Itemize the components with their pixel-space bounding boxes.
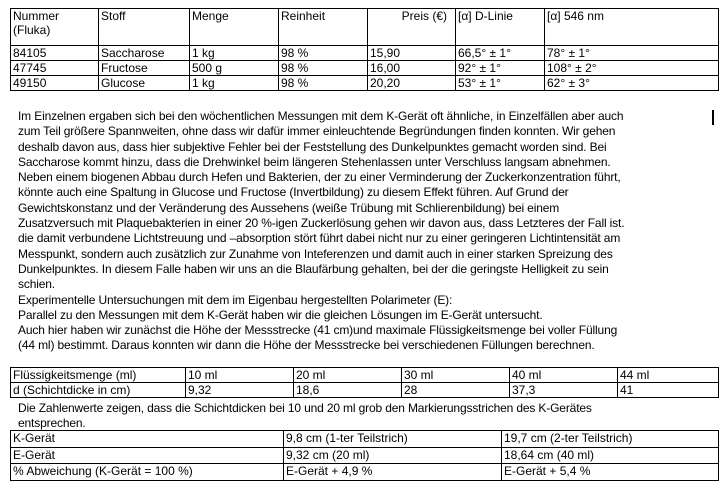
device-comparison-table: K-Gerät 9,8 cm (1-ter Teilstrich) 19,7 cm …: [10, 430, 719, 481]
table-cell: 18,6: [293, 382, 402, 398]
text-line: entsprechen.: [18, 415, 86, 430]
table-header-row: Nummer (Fluka) Stoff Menge Reinheit Prei…: [10, 8, 719, 46]
table-cell: Glucose: [98, 75, 190, 91]
table-row: 47745 Fructose 500 g 98 % 16,00 92° ± 1° 108° …: [10, 60, 719, 76]
sugar-properties-table: Nummer (Fluka) Stoff Menge Reinheit Prei…: [10, 8, 719, 91]
table-cell: 19,7 cm (2-ter Teilstrich): [501, 430, 719, 448]
text-line: Saccharose kommt hinzu, dass die Drehwin…: [18, 154, 611, 169]
table-cell: 10 ml: [185, 367, 294, 383]
table-row: d (Schichtdicke in cm) 9,32 18,6 28 37,3 41: [10, 382, 719, 398]
table-row: 49150 Glucose 1 kg 98 % 20,20 53° ± 1° 62° ± 3…: [10, 75, 719, 91]
layer-thickness-table: Flüssigkeitsmenge (ml) 10 ml 20 ml 30 ml 40 …: [10, 367, 719, 398]
table-row: % Abweichung (K-Gerät = 100 %) E-Gerät + …: [10, 463, 719, 481]
table-cell: Flüssigkeitsmenge (ml): [10, 367, 186, 383]
table-cell: 41: [617, 382, 719, 398]
text-line: Auch hier haben wir zunächst die Höhe de…: [18, 323, 618, 338]
table-cell: 47745: [10, 60, 99, 76]
table-cell: 15,90: [367, 45, 456, 61]
text-line: die damit verbundene Lichtstreuung und –…: [18, 231, 621, 246]
table-cell: 98 %: [278, 75, 368, 91]
text-line: Dunkelpunktes. In diesem Falle haben wir…: [18, 261, 609, 276]
table-cell: 30 ml: [401, 367, 510, 383]
table-cell: d (Schichtdicke in cm): [10, 382, 186, 398]
table-cell: % Abweichung (K-Gerät = 100 %): [10, 463, 284, 481]
header-cell: [α] D-Linie: [455, 8, 545, 46]
text-line: deshalb davon aus, dass hier subjektive …: [18, 139, 607, 154]
table-cell: 53° ± 1°: [455, 75, 545, 91]
table-cell: 9,32 cm (20 ml): [283, 447, 502, 464]
table-cell: 44 ml: [617, 367, 719, 383]
text-line: Messpunkt, sondern auch zusätzlich zur Z…: [18, 246, 613, 261]
table-cell: 1 kg: [189, 75, 279, 91]
table-cell: 37,3: [509, 382, 618, 398]
header-cell: Menge: [189, 8, 279, 46]
text-line: zum Teil größere Spannweiten, ohne dass …: [18, 124, 616, 139]
body-paragraph: Im Einzelnen ergaben sich bei den wöchen…: [18, 109, 625, 354]
table-row: 84105 Saccharose 1 kg 98 % 15,90 66,5° ± 1° 78…: [10, 45, 719, 61]
table-cell: K-Gerät: [10, 430, 284, 448]
table-cell: 500 g: [189, 60, 279, 76]
table-cell: 108° ± 2°: [544, 60, 719, 76]
text-line: Experimentelle Untersuchungen mit dem im…: [18, 292, 453, 307]
header-cell: Nummer (Fluka): [10, 8, 99, 46]
text-line: Im Einzelnen ergaben sich bei den wöchen…: [18, 109, 624, 123]
table-row: E-Gerät 9,32 cm (20 ml) 18,64 cm (40 ml): [10, 447, 719, 464]
header-cell: Stoff: [98, 8, 190, 46]
table-cell: 28: [401, 382, 510, 398]
table-cell: 84105: [10, 45, 99, 61]
table-row: K-Gerät 9,8 cm (1-ter Teilstrich) 19,7 cm …: [10, 430, 719, 448]
text-line: Die Zahlenwerte zeigen, dass die Schicht…: [18, 401, 592, 415]
table-cell: 20,20: [367, 75, 456, 91]
header-cell: Reinheit: [278, 8, 368, 46]
header-cell: [α] 546 nm: [544, 8, 719, 46]
table-cell: 9,32: [185, 382, 294, 398]
text-line: könnte auch eine Spaltung in Glucose und…: [18, 185, 569, 200]
table-cell: E-Gerät + 4,9 %: [283, 463, 502, 481]
header-cell: Preis (€): [367, 8, 456, 46]
table-cell: 98 %: [278, 60, 368, 76]
text-line: Parallel zu den Messungen mit dem K-Gerä…: [18, 307, 543, 322]
table-cell: 62° ± 3°: [544, 75, 719, 91]
table-cell: E-Gerät + 5,4 %: [501, 463, 719, 481]
table-cell: 9,8 cm (1-ter Teilstrich): [283, 430, 502, 448]
text-cursor: [712, 110, 714, 125]
text-line: Zusatzversuch mit Plaquebakterien in ein…: [18, 216, 625, 231]
table-cell: 98 %: [278, 45, 368, 61]
text-line: schien.: [18, 277, 55, 292]
table-cell: 66,5° ± 1°: [455, 45, 545, 61]
table-cell: 78° ± 1°: [544, 45, 719, 61]
table-cell: 18,64 cm (40 ml): [501, 447, 719, 464]
table-cell: Fructose: [98, 60, 190, 76]
table-cell: 40 ml: [509, 367, 618, 383]
table-cell: 16,00: [367, 60, 456, 76]
text-line: (44 ml) bestimmt. Daraus konnten wir dan…: [18, 338, 595, 353]
text-line: Gewichtskonstanz und der Veränderung des…: [18, 200, 560, 215]
table-cell: 1 kg: [189, 45, 279, 61]
table-cell: 49150: [10, 75, 99, 91]
text-line: Neben einem biogenen Abbau durch Hefen u…: [18, 170, 621, 185]
table-cell: 92° ± 1°: [455, 60, 545, 76]
table-cell: E-Gerät: [10, 447, 284, 464]
table-row: Flüssigkeitsmenge (ml) 10 ml 20 ml 30 ml 40 …: [10, 367, 719, 383]
table-cell: Saccharose: [98, 45, 190, 61]
note-paragraph: Die Zahlenwerte zeigen, dass die Schicht…: [18, 401, 592, 430]
table-cell: 20 ml: [293, 367, 402, 383]
